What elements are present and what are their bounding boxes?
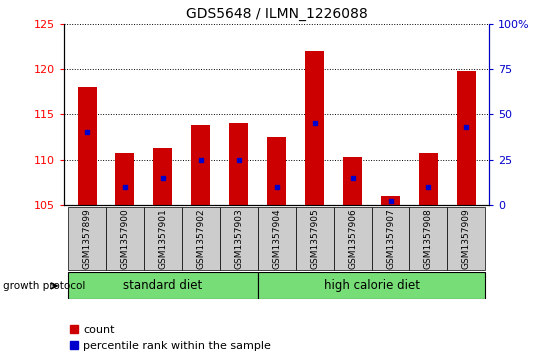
- Bar: [343, 157, 362, 205]
- Bar: [191, 125, 210, 205]
- Bar: [305, 51, 324, 205]
- Text: high calorie diet: high calorie diet: [324, 280, 420, 292]
- Bar: [144, 207, 182, 270]
- Text: GSM1357909: GSM1357909: [462, 208, 471, 269]
- Bar: [153, 148, 172, 205]
- Text: GSM1357903: GSM1357903: [234, 208, 243, 269]
- Text: GSM1357906: GSM1357906: [348, 208, 357, 269]
- Title: GDS5648 / ILMN_1226088: GDS5648 / ILMN_1226088: [186, 7, 368, 21]
- Bar: [229, 123, 248, 205]
- Legend: count, percentile rank within the sample: count, percentile rank within the sample: [70, 325, 271, 351]
- Bar: [334, 207, 372, 270]
- Bar: [372, 207, 410, 270]
- Text: GSM1357901: GSM1357901: [158, 208, 167, 269]
- Text: GSM1357900: GSM1357900: [121, 208, 130, 269]
- Bar: [258, 272, 485, 299]
- Bar: [68, 207, 106, 270]
- Text: GSM1357908: GSM1357908: [424, 208, 433, 269]
- Bar: [258, 207, 296, 270]
- Bar: [68, 272, 258, 299]
- Text: growth protocol: growth protocol: [3, 281, 85, 291]
- Text: GSM1357907: GSM1357907: [386, 208, 395, 269]
- Bar: [381, 196, 400, 205]
- Text: GSM1357899: GSM1357899: [83, 208, 92, 269]
- Bar: [296, 207, 334, 270]
- Bar: [116, 153, 135, 205]
- Text: standard diet: standard diet: [124, 280, 202, 292]
- Bar: [409, 207, 447, 270]
- Bar: [78, 87, 97, 205]
- Text: GSM1357904: GSM1357904: [272, 208, 281, 269]
- Text: GSM1357902: GSM1357902: [196, 208, 205, 269]
- Bar: [106, 207, 144, 270]
- Text: GSM1357905: GSM1357905: [310, 208, 319, 269]
- Bar: [182, 207, 220, 270]
- Bar: [457, 71, 476, 205]
- Bar: [267, 137, 286, 205]
- Bar: [419, 153, 438, 205]
- Bar: [447, 207, 485, 270]
- Bar: [220, 207, 258, 270]
